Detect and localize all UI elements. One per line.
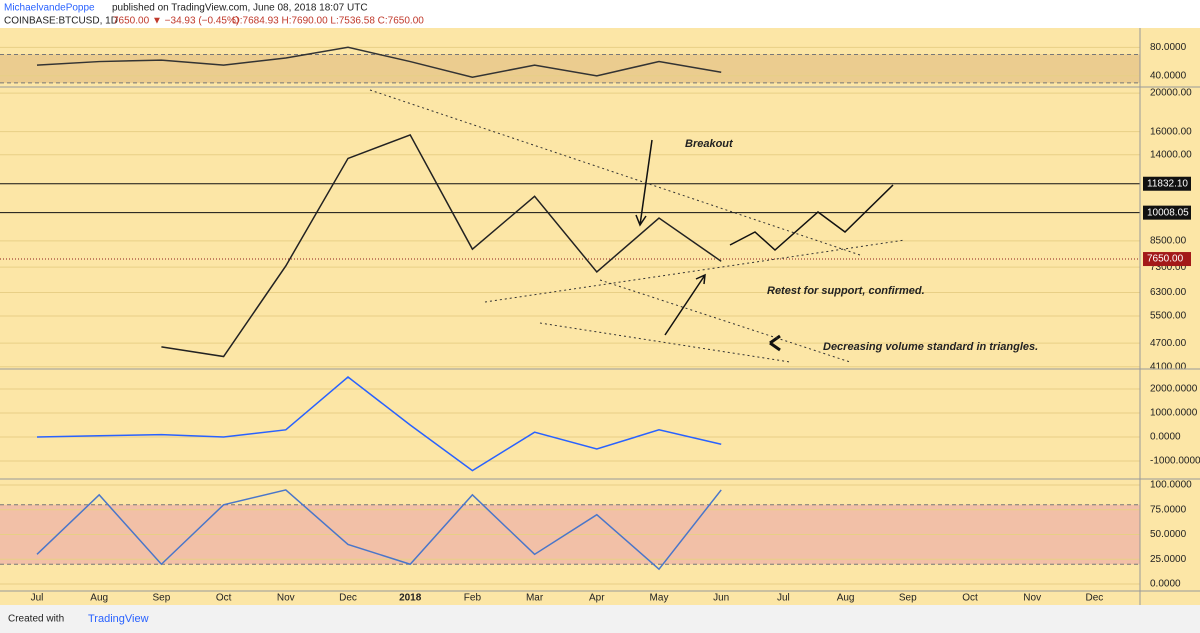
last-price-label: 7650.00 xyxy=(1147,254,1184,265)
y-tick-label: 80.0000 xyxy=(1150,42,1187,53)
arrow xyxy=(729,184,894,252)
y-tick-label: 50.0000 xyxy=(1150,529,1187,540)
y-tick-label: 4100.00 xyxy=(1150,361,1187,372)
x-tick-label: Aug xyxy=(837,593,855,604)
author[interactable]: MichaelvandePoppe xyxy=(4,3,95,14)
x-tick-label: Dec xyxy=(1086,593,1104,604)
x-tick-label: May xyxy=(650,593,669,604)
x-tick-label: 2018 xyxy=(399,593,422,604)
y-tick-label: 8500.00 xyxy=(1150,235,1187,246)
y-tick-label: 5500.00 xyxy=(1150,311,1187,322)
y-tick-label: 4700.00 xyxy=(1150,338,1187,349)
level-box xyxy=(1143,205,1191,220)
y-tick-label: 6300.00 xyxy=(1150,287,1187,298)
header-bg xyxy=(0,0,1200,28)
y-tick-label: 0.0000 xyxy=(1150,579,1181,590)
x-tick-label: Oct xyxy=(962,593,978,604)
y-tick-label: 0.0000 xyxy=(1150,432,1181,443)
level-label: 11832.10 xyxy=(1147,178,1188,189)
y-tick-label: 40.0000 xyxy=(1150,70,1187,81)
panes: 40.0000 80.0000 4100.00 4700.00 5500.00 6300.… xyxy=(0,28,1200,605)
footer-bg xyxy=(0,605,1200,633)
x-tick-label: Nov xyxy=(1023,593,1041,604)
x-tick-label: Mar xyxy=(526,593,544,604)
annotation: Retest for support, confirmed. xyxy=(767,285,925,297)
x-tick-label: Jul xyxy=(777,593,790,604)
y-tick-label: 7300.00 xyxy=(1150,262,1187,273)
x-tick-label: Jun xyxy=(713,593,729,604)
level-box xyxy=(1143,176,1191,191)
x-tick-label: Feb xyxy=(464,593,482,604)
x-tick-label: Aug xyxy=(90,593,108,604)
arrow xyxy=(664,273,706,336)
x-tick-label: Sep xyxy=(153,593,171,604)
y-tick-label: 75.0000 xyxy=(1150,504,1187,515)
x-tick-label: Oct xyxy=(216,593,232,604)
last: 7650.00 xyxy=(113,16,150,27)
y-tick-label: 14000.00 xyxy=(1150,149,1192,160)
y-tick-label: 20000.00 xyxy=(1150,88,1192,99)
y-tick-label: 1000.0000 xyxy=(1150,408,1198,419)
y-tick-label: 100.0000 xyxy=(1150,480,1192,491)
x-tick-label: Sep xyxy=(899,593,917,604)
trendline xyxy=(484,239,906,303)
ohlc: O:7684.93 H:7690.00 L:7536.58 C:7650.00 xyxy=(232,16,424,27)
trendline xyxy=(369,89,861,256)
x-tick-label: Apr xyxy=(589,593,605,604)
published: published on TradingView.com, June 08, 2… xyxy=(112,3,368,14)
x-tick-label: Dec xyxy=(339,593,357,604)
y-tick-label: 2000.0000 xyxy=(1150,384,1198,395)
x-tick-label: Jul xyxy=(31,593,44,604)
annotation: Breakout xyxy=(685,138,734,150)
series-line xyxy=(36,46,722,79)
trendline xyxy=(539,322,791,363)
change: ▼ −34.93 (−0.45%) xyxy=(152,16,239,27)
series-line xyxy=(161,133,722,358)
trendlines xyxy=(369,89,906,363)
y-tick-label: 25.0000 xyxy=(1150,554,1187,565)
symbol: COINBASE:BTCUSD, 1D xyxy=(4,16,118,27)
y-tick-label: 16000.00 xyxy=(1150,126,1192,137)
y-tick-label: -1000.0000 xyxy=(1150,456,1200,467)
arrow xyxy=(769,334,781,352)
trendline xyxy=(599,279,851,363)
annotation: Decreasing volume standard in triangles. xyxy=(823,341,1038,353)
footer-created: Created with xyxy=(8,614,64,625)
series-line xyxy=(36,376,722,472)
level-label: 10008.05 xyxy=(1147,207,1189,218)
footer-brand[interactable]: TradingView xyxy=(88,613,149,625)
series-line xyxy=(36,489,722,571)
band xyxy=(0,54,1140,83)
x-tick-label: Nov xyxy=(277,593,295,604)
last-price-box xyxy=(1143,252,1191,267)
